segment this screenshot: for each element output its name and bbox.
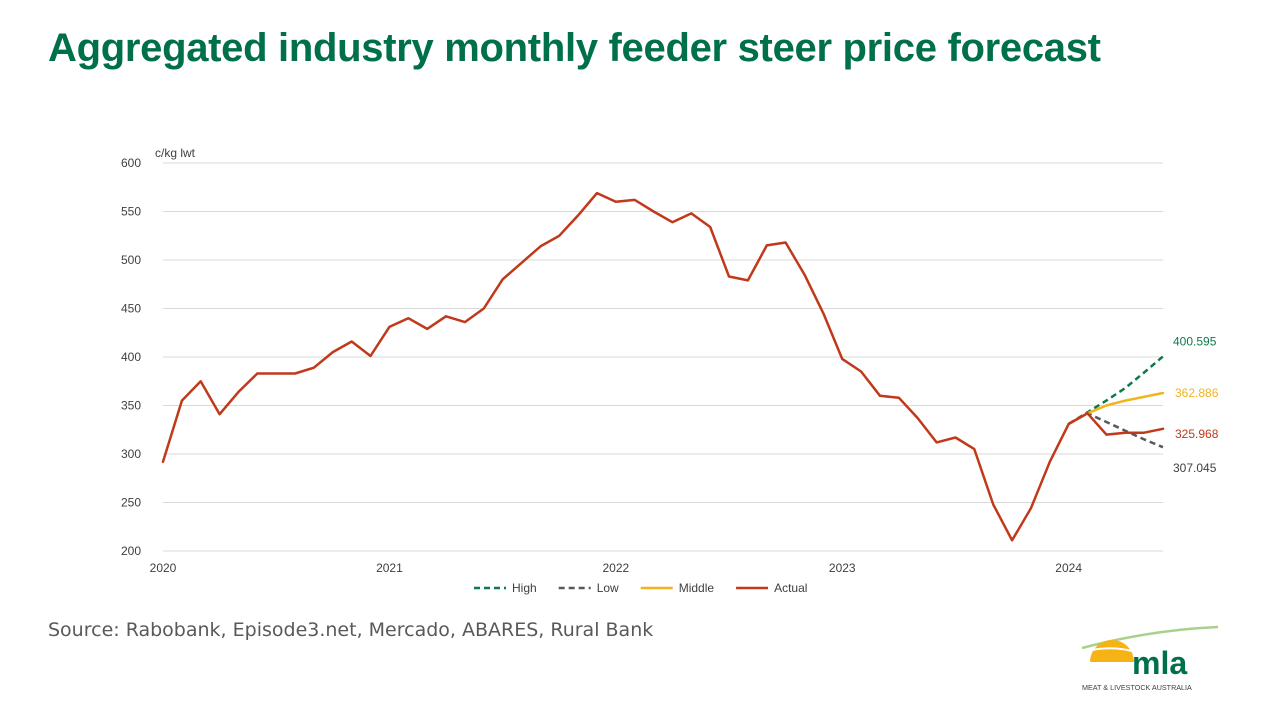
series-line-actual bbox=[161, 191, 1165, 542]
x-tick-label: 2020 bbox=[150, 561, 177, 575]
y-tick-label: 550 bbox=[121, 205, 141, 219]
end-label-high: 400.595 bbox=[1173, 334, 1217, 348]
logo-tagline: MEAT & LIVESTOCK AUSTRALIA bbox=[1082, 683, 1192, 692]
y-tick-label: 450 bbox=[121, 302, 141, 316]
x-tick-label: 2021 bbox=[376, 561, 403, 575]
y-tick-label: 600 bbox=[121, 156, 141, 170]
logo-swoosh bbox=[1081, 625, 1219, 650]
y-tick-label: 400 bbox=[121, 350, 141, 364]
legend-label-actual: Actual bbox=[774, 581, 807, 595]
logo-wordmark: mla bbox=[1132, 645, 1187, 681]
x-tick-label: 2024 bbox=[1055, 561, 1082, 575]
x-tick-label: 2022 bbox=[602, 561, 629, 575]
legend-label-high: High bbox=[512, 581, 537, 595]
x-tick-label: 2023 bbox=[829, 561, 856, 575]
series-line-high bbox=[1068, 355, 1164, 425]
y-tick-label: 500 bbox=[121, 253, 141, 267]
y-axis-label: c/kg lwt bbox=[155, 146, 196, 160]
y-tick-label: 300 bbox=[121, 447, 141, 461]
legend-label-middle: Middle bbox=[679, 581, 715, 595]
source-note: Source: Rabobank, Episode3.net, Mercado,… bbox=[48, 619, 654, 641]
y-tick-label: 250 bbox=[121, 496, 141, 510]
end-label-middle: 362.886 bbox=[1175, 386, 1219, 400]
mla-logo: mla MEAT & LIVESTOCK AUSTRALIA bbox=[1081, 625, 1219, 692]
series-line-low bbox=[1068, 412, 1164, 449]
y-tick-label: 350 bbox=[121, 399, 141, 413]
series-line-middle bbox=[1067, 391, 1165, 426]
y-tick-label: 200 bbox=[121, 544, 141, 558]
end-label-actual: 325.968 bbox=[1175, 427, 1219, 441]
logo-sun bbox=[1090, 640, 1134, 662]
end-label-low: 307.045 bbox=[1173, 461, 1217, 475]
legend-label-low: Low bbox=[597, 581, 619, 595]
page-title: Aggregated industry monthly feeder steer… bbox=[48, 26, 1101, 70]
